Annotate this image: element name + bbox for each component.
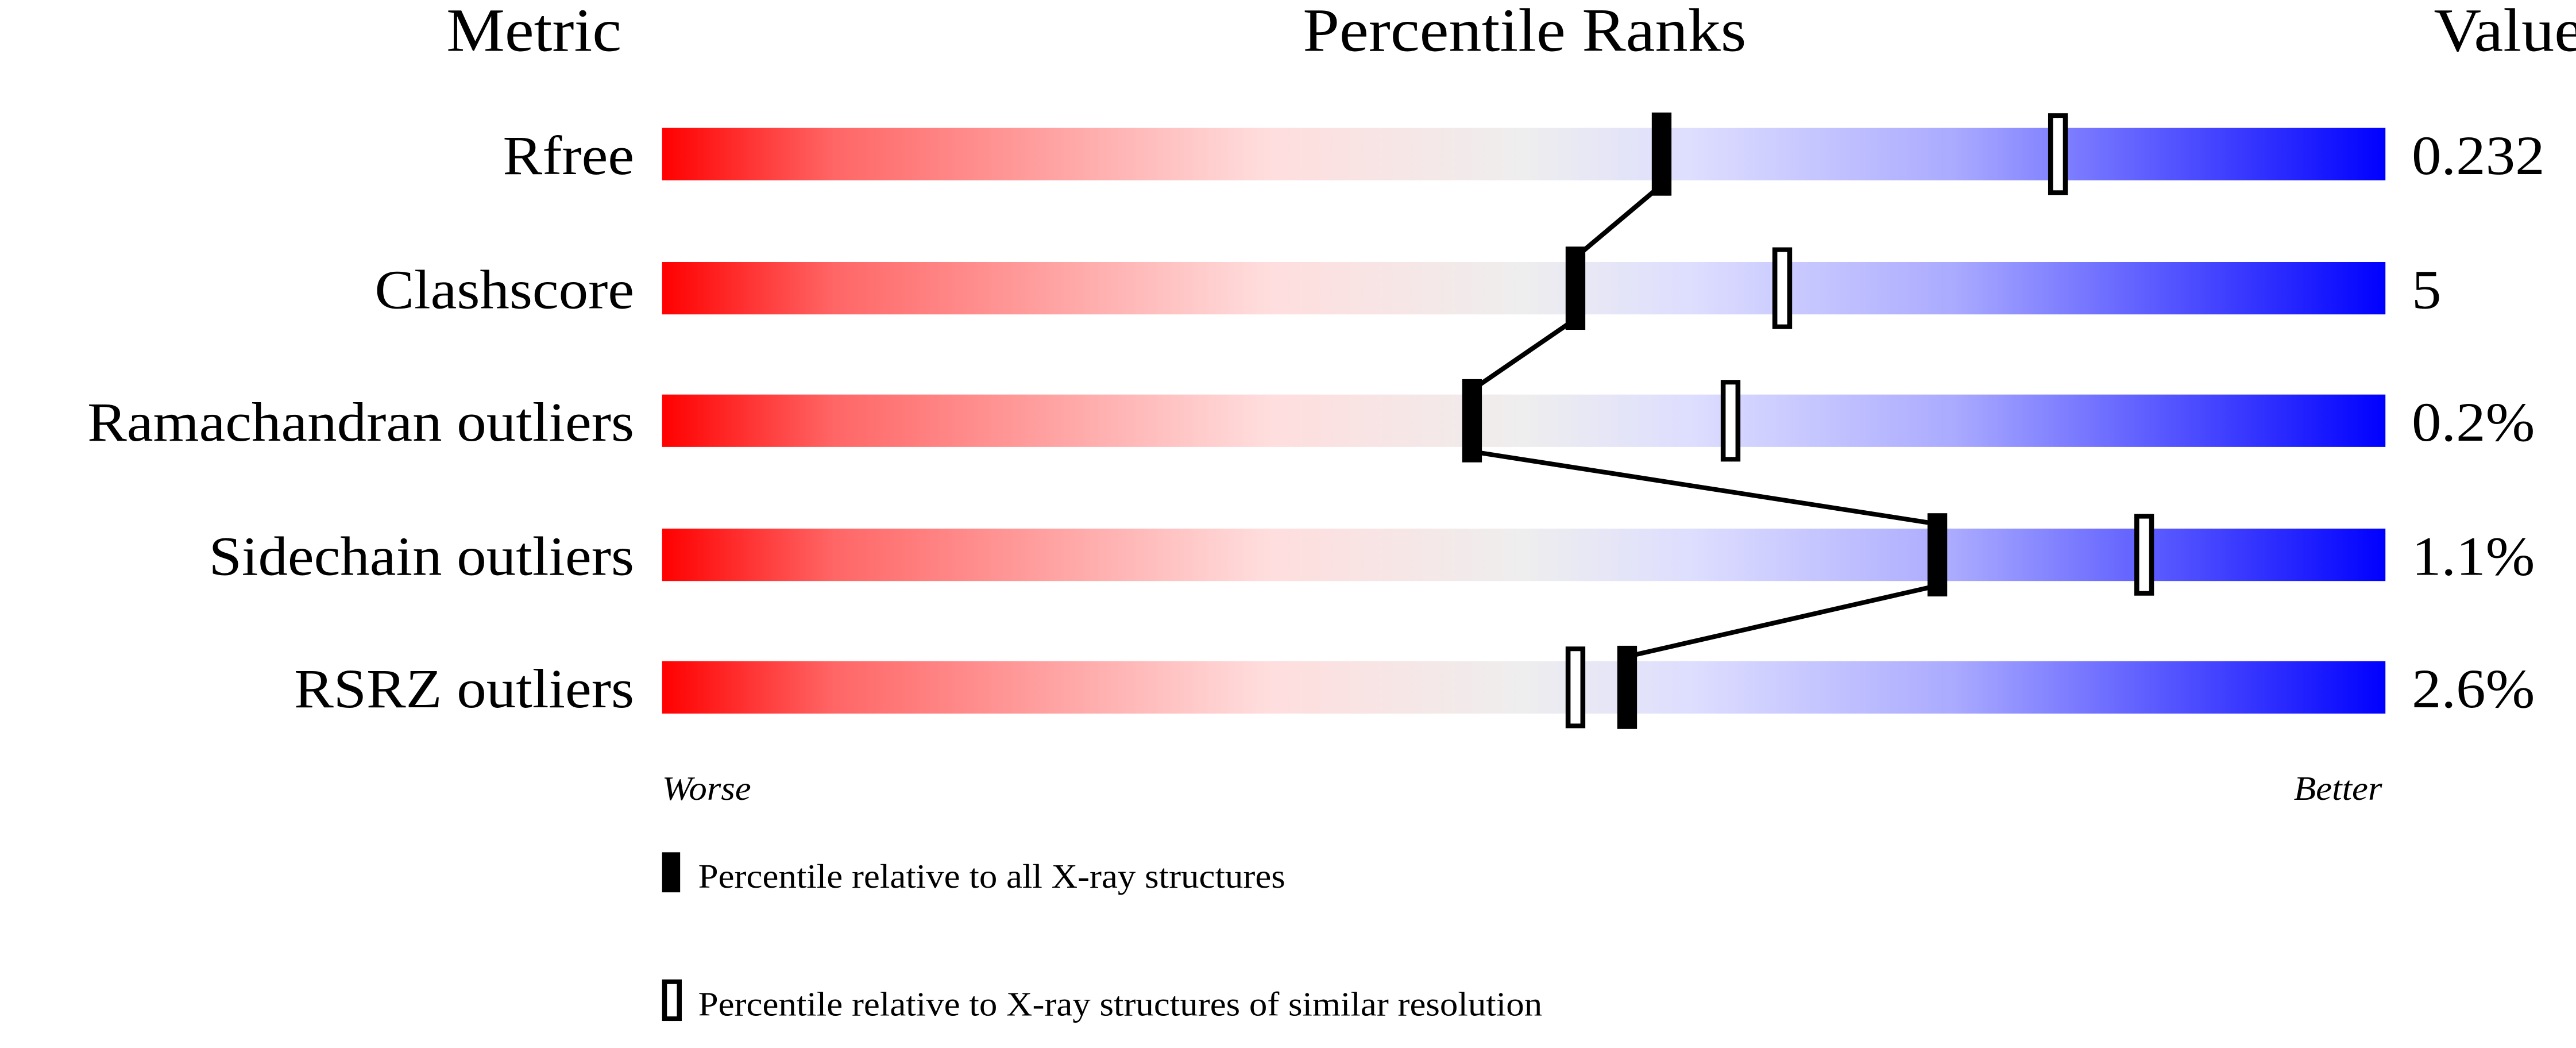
- metric-value: 5: [2412, 259, 2441, 320]
- connector-line: [1470, 317, 1577, 392]
- axis-label-worse: Worse: [662, 770, 751, 808]
- percentile-bar: [662, 128, 2386, 180]
- marker-all-structures: [1565, 246, 1586, 330]
- marker-all-structures: [1927, 513, 1948, 597]
- legend-label-similar: Percentile relative to X-ray structures …: [698, 986, 1543, 1023]
- legend-filled-marker: [662, 852, 681, 893]
- marker-similar-resolution: [2048, 113, 2068, 195]
- header-value: Value: [2434, 0, 2576, 64]
- metric-label: Clashscore: [374, 259, 634, 320]
- percentile-bar: [662, 394, 2386, 447]
- header-metric: Metric: [446, 0, 621, 64]
- connector-line: [1472, 449, 1938, 526]
- percentile-bar: [662, 262, 2386, 315]
- metric-label: Sidechain outliers: [209, 525, 634, 587]
- marker-all-structures: [1651, 112, 1672, 196]
- marker-all-structures: [1462, 379, 1482, 463]
- connector-line: [1574, 183, 1663, 259]
- metric-value: 0.2%: [2412, 391, 2535, 453]
- metric-label: RSRZ outliers: [294, 658, 634, 719]
- metric-value: 1.1%: [2412, 525, 2535, 587]
- metric-value: 0.232: [2412, 125, 2545, 186]
- metric-label: Ramachandran outliers: [87, 391, 634, 453]
- metric-label: Rfree: [503, 125, 634, 186]
- marker-similar-resolution: [1720, 380, 1741, 462]
- marker-similar-resolution: [1772, 247, 1793, 329]
- percentile-bar: [662, 529, 2386, 581]
- marker-similar-resolution: [1565, 646, 1586, 729]
- header-percentile-ranks: Percentile Ranks: [1303, 0, 1746, 64]
- metric-value: 2.6%: [2412, 658, 2535, 719]
- axis-label-better: Better: [2294, 770, 2382, 808]
- marker-all-structures: [1617, 645, 1637, 729]
- percentile-bar: [662, 661, 2386, 714]
- connector-line: [1626, 583, 1938, 659]
- legend-hollow-marker: [662, 979, 682, 1022]
- marker-similar-resolution: [2134, 514, 2154, 596]
- legend-label-all: Percentile relative to all X-ray structu…: [698, 858, 1285, 896]
